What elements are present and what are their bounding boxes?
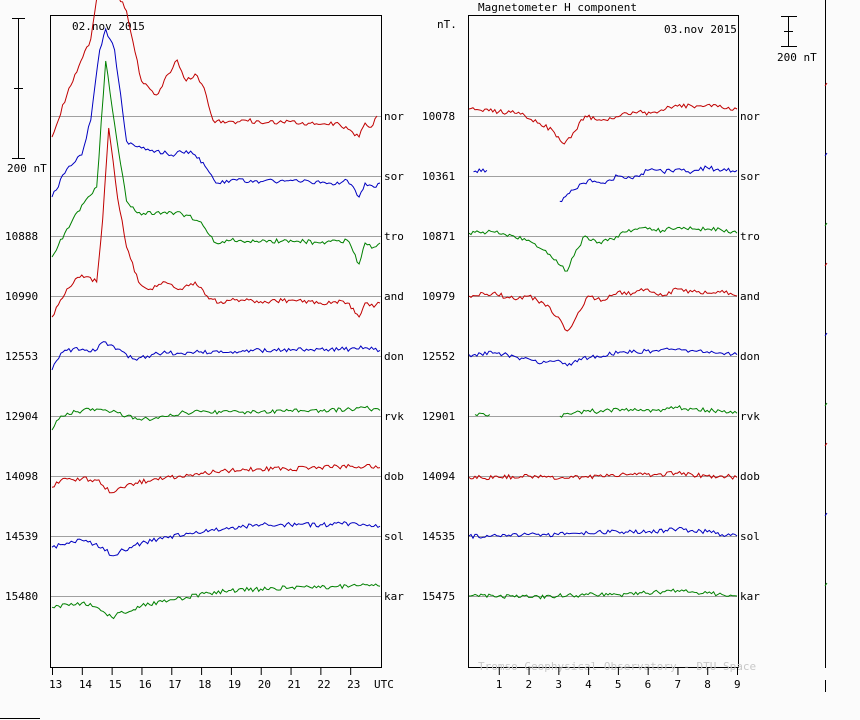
edge-marker-rvk bbox=[824, 402, 828, 407]
x-tick-label-right-5: 5 bbox=[615, 678, 622, 691]
base-value-right-kar: 15475 bbox=[422, 590, 455, 603]
series-right-tro bbox=[468, 226, 738, 272]
station-label-left-dob: dob bbox=[384, 470, 404, 483]
edge-marker-sor bbox=[824, 152, 828, 157]
base-value-right-rvk: 12901 bbox=[422, 410, 455, 423]
left-date-label: 02.nov 2015 bbox=[72, 20, 145, 33]
series-right-sor bbox=[473, 165, 738, 203]
base-value-right-sol: 14535 bbox=[422, 530, 455, 543]
station-label-right-and: and bbox=[740, 290, 760, 303]
x-tick-label-left-20: 20 bbox=[258, 678, 271, 691]
station-label-right-nor: nor bbox=[740, 110, 760, 123]
right-scale-bar: 200 nT bbox=[777, 16, 817, 64]
right-scale-label: 200 nT bbox=[777, 51, 817, 64]
base-value-right-dob: 14094 bbox=[422, 470, 455, 483]
series-left-sol bbox=[51, 521, 381, 557]
base-value-right-and: 10979 bbox=[422, 290, 455, 303]
edge-marker-dob bbox=[824, 442, 828, 447]
x-tick-label-right-4: 4 bbox=[585, 678, 592, 691]
left-panel-frame bbox=[50, 15, 382, 668]
series-left-sor bbox=[51, 27, 381, 198]
series-left-dob bbox=[51, 463, 381, 494]
station-label-right-kar: kar bbox=[740, 590, 760, 603]
x-tick-label-right-8: 8 bbox=[704, 678, 711, 691]
series-right-dob bbox=[468, 470, 738, 481]
edge-marker-nor bbox=[824, 82, 828, 87]
station-label-right-dob: dob bbox=[740, 470, 760, 483]
series-left-rvk bbox=[51, 405, 381, 431]
right-date-label: 03.nov 2015 bbox=[664, 23, 737, 36]
x-tick-label-right-2: 2 bbox=[526, 678, 533, 691]
unit-label: nT. bbox=[437, 18, 457, 31]
station-label-left-don: don bbox=[384, 350, 404, 363]
series-right-don bbox=[468, 347, 738, 367]
station-label-left-tro: tro bbox=[384, 230, 404, 243]
x-tick-label-right-6: 6 bbox=[645, 678, 652, 691]
base-value-left-and: 10990 bbox=[5, 290, 38, 303]
base-value-left-kar: 15480 bbox=[5, 590, 38, 603]
x-tick-label-right-9: 9 bbox=[734, 678, 741, 691]
station-label-right-tro: tro bbox=[740, 230, 760, 243]
x-tick-label-left-13: 13 bbox=[49, 678, 62, 691]
base-value-left-dob: 14098 bbox=[5, 470, 38, 483]
x-tick-label-left-19: 19 bbox=[228, 678, 241, 691]
edge-marker-sol bbox=[824, 512, 828, 517]
left-scale-label: 200 nT bbox=[7, 162, 47, 175]
station-label-left-rvk: rvk bbox=[384, 410, 404, 423]
left-scale-bar: 200 nT bbox=[7, 18, 47, 175]
x-tick-label-left-16: 16 bbox=[138, 678, 151, 691]
series-layer bbox=[51, 0, 828, 620]
base-value-right-tro: 10871 bbox=[422, 230, 455, 243]
edge-marker-and bbox=[824, 262, 828, 267]
base-value-right-don: 12552 bbox=[422, 350, 455, 363]
series-left-don bbox=[51, 341, 381, 371]
series-right-and bbox=[468, 287, 738, 332]
series-left-kar bbox=[51, 583, 381, 620]
station-label-right-sor: sor bbox=[740, 170, 760, 183]
chart-title: Magnetometer H component bbox=[478, 1, 637, 14]
station-label-left-kar: kar bbox=[384, 590, 404, 603]
series-left-tro bbox=[51, 60, 381, 265]
series-right-rvk bbox=[474, 405, 738, 418]
x-tick-label-left-UTC: UTC bbox=[374, 678, 394, 691]
x-tick-label-right-3: 3 bbox=[555, 678, 562, 691]
x-tick-label-left-23: 23 bbox=[347, 678, 360, 691]
station-label-left-sor: sor bbox=[384, 170, 404, 183]
x-tick-label-left-21: 21 bbox=[288, 678, 301, 691]
edge-marker-don bbox=[824, 332, 828, 337]
station-label-left-sol: sol bbox=[384, 530, 404, 543]
x-tick-label-left-17: 17 bbox=[168, 678, 181, 691]
x-tick-label-right-7: 7 bbox=[674, 678, 681, 691]
edge-marker-kar bbox=[824, 582, 828, 587]
base-value-left-tro: 10888 bbox=[5, 230, 38, 243]
base-value-left-don: 12553 bbox=[5, 350, 38, 363]
series-right-nor bbox=[468, 103, 738, 145]
base-value-left-sol: 14539 bbox=[5, 530, 38, 543]
station-label-right-sol: sol bbox=[740, 530, 760, 543]
series-left-nor bbox=[51, 0, 378, 139]
series-left-and bbox=[51, 127, 381, 318]
axis-layer: nor nor 10078 sor sor 10361 tro tro 10888 10871 an… bbox=[5, 110, 760, 691]
station-label-right-don: don bbox=[740, 350, 760, 363]
station-label-right-rvk: rvk bbox=[740, 410, 760, 423]
station-label-left-and: and bbox=[384, 290, 404, 303]
series-right-kar bbox=[468, 588, 738, 600]
base-value-left-rvk: 12904 bbox=[5, 410, 38, 423]
x-tick-label-left-15: 15 bbox=[109, 678, 122, 691]
edge-marker-tro bbox=[824, 222, 828, 227]
x-tick-label-left-22: 22 bbox=[317, 678, 330, 691]
station-label-left-nor: nor bbox=[384, 110, 404, 123]
right-panel-frame bbox=[468, 15, 739, 668]
x-tick-label-left-14: 14 bbox=[79, 678, 93, 691]
base-value-right-nor: 10078 bbox=[422, 110, 455, 123]
base-value-right-sor: 10361 bbox=[422, 170, 455, 183]
x-tick-label-left-18: 18 bbox=[198, 678, 211, 691]
series-right-sol bbox=[468, 526, 738, 540]
x-tick-label-right-1: 1 bbox=[496, 678, 503, 691]
watermark: Tromso Geophysical Observatory - DTU Spa… bbox=[478, 660, 756, 673]
